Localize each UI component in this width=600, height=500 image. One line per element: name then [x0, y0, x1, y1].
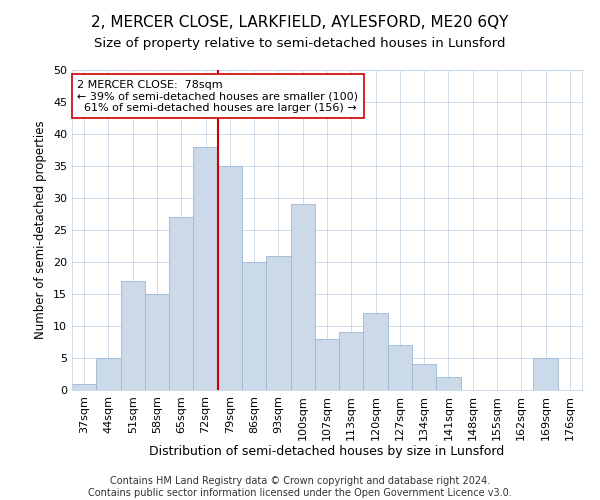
Bar: [121, 281, 145, 390]
Bar: [436, 377, 461, 390]
Bar: [412, 364, 436, 390]
Bar: [242, 262, 266, 390]
Bar: [193, 147, 218, 390]
Bar: [218, 166, 242, 390]
Bar: [96, 358, 121, 390]
Bar: [339, 332, 364, 390]
Bar: [169, 217, 193, 390]
Text: Contains HM Land Registry data © Crown copyright and database right 2024.
Contai: Contains HM Land Registry data © Crown c…: [88, 476, 512, 498]
X-axis label: Distribution of semi-detached houses by size in Lunsford: Distribution of semi-detached houses by …: [149, 446, 505, 458]
Bar: [290, 204, 315, 390]
Bar: [364, 313, 388, 390]
Bar: [145, 294, 169, 390]
Bar: [388, 345, 412, 390]
Bar: [266, 256, 290, 390]
Y-axis label: Number of semi-detached properties: Number of semi-detached properties: [34, 120, 47, 340]
Text: 2, MERCER CLOSE, LARKFIELD, AYLESFORD, ME20 6QY: 2, MERCER CLOSE, LARKFIELD, AYLESFORD, M…: [91, 15, 509, 30]
Text: Size of property relative to semi-detached houses in Lunsford: Size of property relative to semi-detach…: [94, 38, 506, 51]
Text: 2 MERCER CLOSE:  78sqm
← 39% of semi-detached houses are smaller (100)
  61% of : 2 MERCER CLOSE: 78sqm ← 39% of semi-deta…: [77, 80, 358, 113]
Bar: [72, 384, 96, 390]
Bar: [533, 358, 558, 390]
Bar: [315, 339, 339, 390]
